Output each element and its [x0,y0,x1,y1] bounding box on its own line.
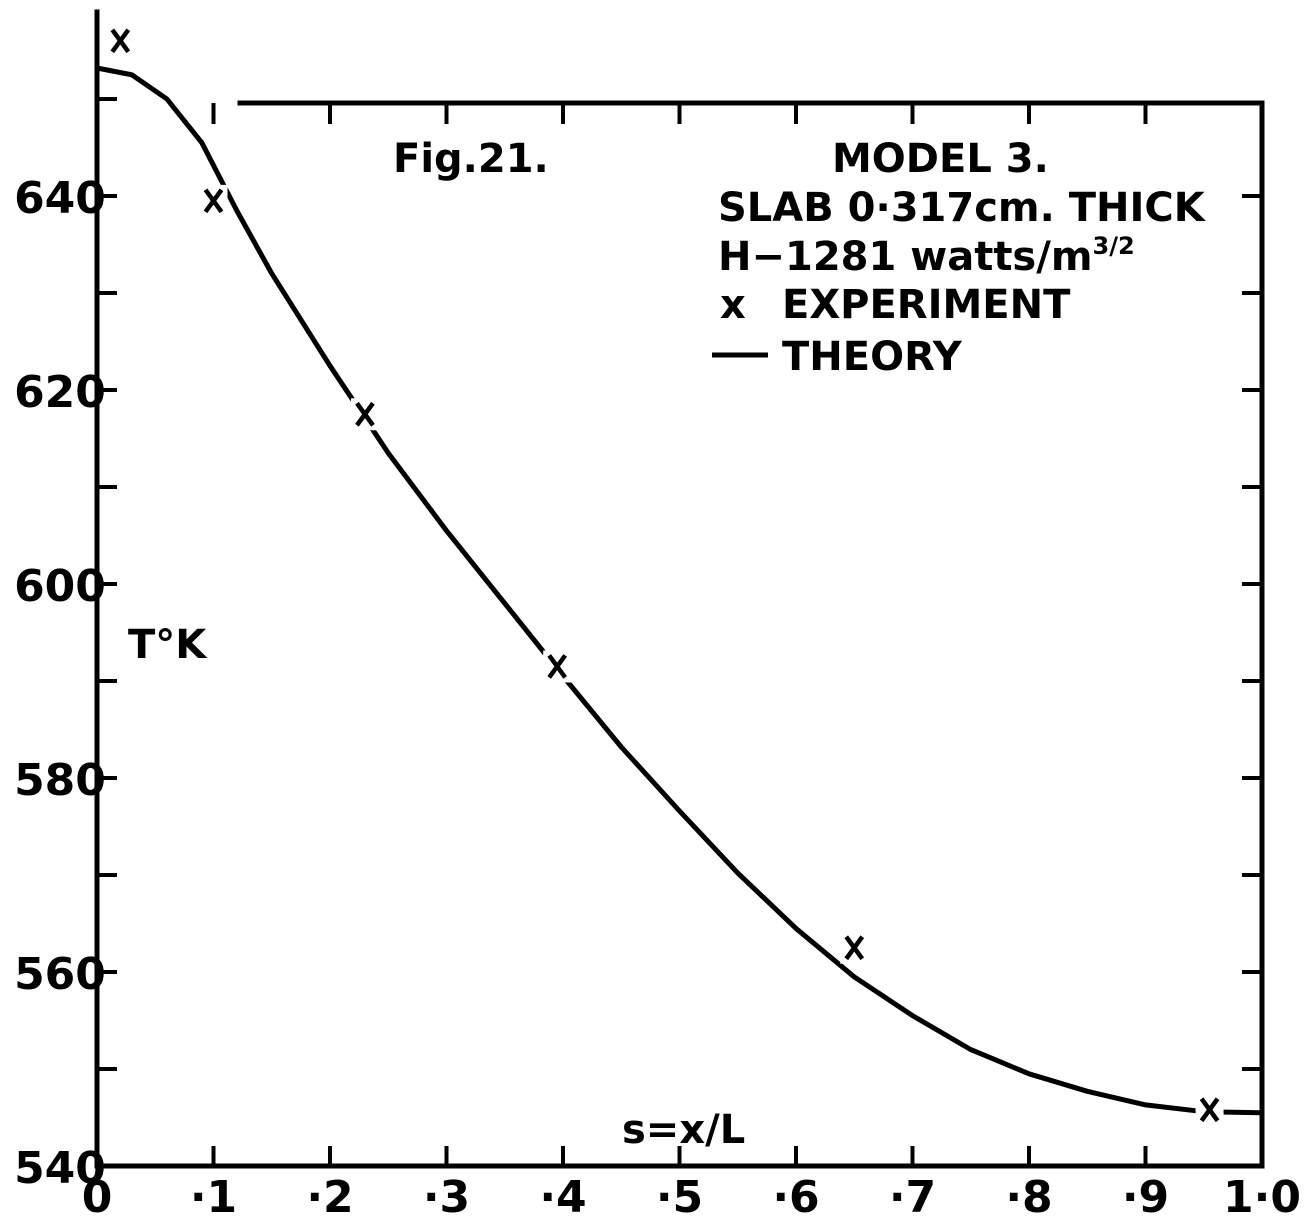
legend-experiment-marker: x [720,282,746,328]
x-tick-label: ·7 [889,1172,936,1220]
legend-theory-label: THEORY [782,334,963,380]
y-tick-label: 600 [14,561,106,612]
annotation-heat-transfer: H−1281 watts/m3/2 [718,232,1135,280]
x-tick-label: 1·0 [1223,1172,1301,1220]
y-tick-label: 640 [14,173,106,224]
x-tick-label: ·5 [656,1172,703,1220]
figure-label: Fig.21. [393,136,549,182]
experiment-point-stroke [547,654,567,679]
x-tick-label: 0 [82,1172,113,1220]
experiment-point-stroke [110,28,131,54]
y-tick-label: 540 [14,1143,106,1194]
x-axis-ticks: 0 ·1 ·2 ·3 ·4 ·5 ·6 ·7 ·8 ·9 1·0 [82,103,1301,1220]
series-layer [94,24,1265,1126]
x-tick-label: ·1 [190,1172,237,1220]
x-tick-label: ·6 [772,1172,819,1220]
x-tick-label: ·8 [1005,1172,1052,1220]
x-tick-label: ·9 [1122,1172,1169,1220]
experiment-point-stroke [203,188,224,214]
experiment-point [840,931,869,964]
x-tick-label: ·4 [539,1172,586,1220]
annotation-slab: SLAB 0·317cm. THICK [718,185,1207,231]
experiment-point [199,184,228,217]
y-tick-label: 620 [14,367,106,418]
experiment-point [350,398,379,431]
experiment-point [1195,1093,1224,1126]
experiment-point-stroke [355,401,375,427]
y-tick-label: 580 [14,755,106,806]
x-tick-label: ·2 [306,1172,353,1220]
y-axis-ticks: 540 560 580 600 620 640 [14,97,1262,1194]
legend-experiment-label: EXPERIMENT [782,282,1071,328]
experiment-point-stroke [1199,1097,1220,1123]
y-axis-label: T°K [128,622,208,668]
annotation-heat-transfer-main: H−1281 watts/m [718,234,1093,280]
annotation-heat-transfer-sup: 3/2 [1093,232,1135,260]
experiment-point [543,650,572,683]
experiment-point [106,24,135,57]
y-tick-label: 560 [14,949,106,1000]
x-tick-label: ·3 [423,1172,470,1220]
annotation-model: MODEL 3. [832,136,1049,182]
experiment-point-stroke [844,935,865,961]
x-axis-label: s=x/L [622,1107,745,1153]
